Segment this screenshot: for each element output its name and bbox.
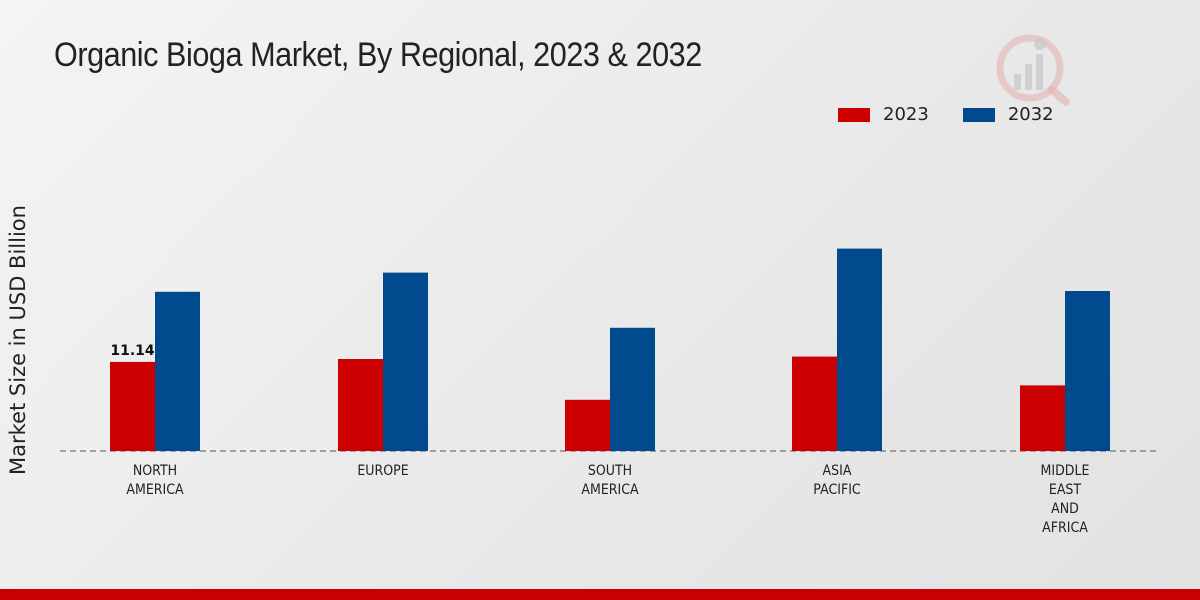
bar-2032-2 [610,327,655,451]
x-tick-label-4-3: AFRICA [1042,520,1088,536]
x-tick-label-4-0: MIDDLE [1041,463,1090,479]
bar-2023-2 [565,399,610,451]
x-tick-label-0-0: NORTH [133,463,177,479]
bar-2023-1 [338,359,383,451]
bottom-accent-bar [0,589,1200,600]
legend-label-2023: 2023 [883,104,929,125]
chart-title: Organic Bioga Market, By Regional, 2023 … [54,36,702,74]
x-tick-label-2-0: SOUTH [588,463,632,479]
legend: 2023 2032 [838,104,1088,125]
x-tick-label-2-1: AMERICA [581,482,638,498]
data-label-0: 11.14 [110,343,155,359]
bar-2023-3 [792,356,837,451]
bar-2023-0 [110,361,155,451]
legend-swatch-2023 [838,107,870,122]
x-tick-label-0-1: AMERICA [126,482,183,498]
x-tick-label-4-1: EAST [1049,482,1082,498]
legend-label-2032: 2032 [1007,104,1054,125]
bar-2023-4 [1020,385,1065,451]
x-tick-label-3-1: PACIFIC [813,482,860,498]
legend-swatch-2032 [962,107,995,122]
bar-2032-4 [1065,291,1110,451]
x-tick-label-4-2: AND [1051,501,1079,517]
bar-2032-0 [155,291,200,451]
x-tick-label-3-0: ASIA [823,463,852,479]
legend-item-2032: 2032 [962,104,1054,125]
bar-2032-3 [837,248,882,451]
x-tick-label-1-0: EUROPE [357,463,408,479]
legend-item-2023: 2023 [838,104,929,125]
watermark-logo [994,30,1074,110]
bar-2032-1 [383,272,428,451]
